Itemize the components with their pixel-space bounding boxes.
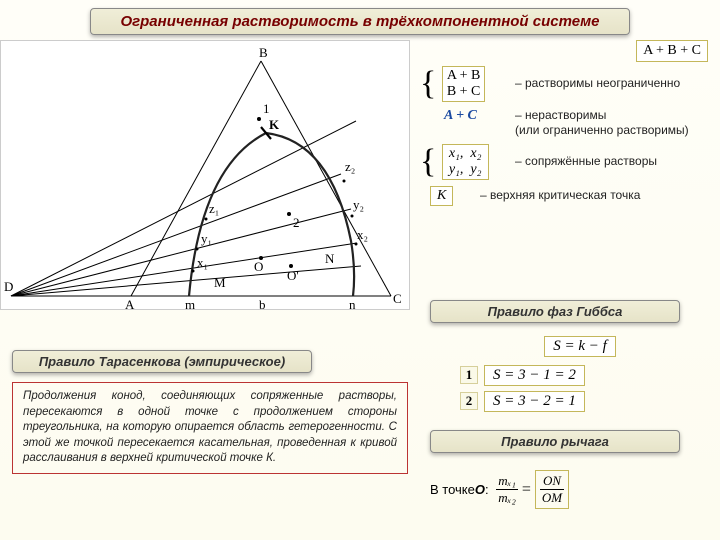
ternary-diagram: A B C D K m b n O O' M N 1 2 x₁ x₂ y₁ y₂… [0,40,410,310]
gibbs-eq-1: S = 3 − 1 = 2 [484,365,585,386]
x1: x₁, [449,146,464,161]
lever-colon: : [485,482,489,497]
def-conj: { x₁, x₂ y₁, y₂ – сопряжённые растворы [420,144,718,180]
formula-ab: A + B [447,68,481,83]
lever-title: Правило рычага [430,430,680,453]
lever-num1: mₓ₁ [496,473,518,489]
lever-den1: mₓ₂ [496,490,518,506]
tarasenkov-title: Правило Тарасенкова (эмпирическое) [12,350,312,373]
y1: y₁, [449,162,464,177]
label-C: C [393,291,402,306]
formula-bc: B + C [447,84,481,99]
label-1: 1 [263,101,270,116]
lever-point: O [475,482,485,497]
def-ab-bc-text: – растворимы неограниченно [515,66,680,91]
gibbs-num-2: 2 [460,392,478,410]
def-ac-text2: (или ограниченно растворимы) [515,123,689,137]
label-M: M [214,275,226,290]
gibbs-equations: S = k − f 1 S = 3 − 1 = 2 2 S = 3 − 2 = 1 [460,334,700,415]
lever-prefix: В точке [430,482,475,497]
gibbs-title: Правило фаз Гиббса [430,300,680,323]
label-z1: z₁ [209,201,219,216]
def-ab-bc: { A + B B + C – растворимы неограниченно [420,66,718,102]
label-N: N [325,251,335,266]
formula-abc: A + B + C [636,40,708,62]
def-ac-text1: – нерастворимы [515,108,606,122]
label-B: B [259,45,268,60]
label-2: 2 [293,215,300,230]
diagram-svg: A B C D K m b n O O' M N 1 2 x₁ x₂ y₁ y₂… [1,41,411,311]
formula-ac: A + C [444,108,477,123]
def-ac: A + C – нерастворимы (или ограниченно ра… [420,108,718,138]
label-x2: x₂ [357,227,368,242]
label-n: n [349,297,356,311]
label-z2: z₂ [345,159,355,174]
page-title: Ограниченная растворимость в трёхкомпоне… [90,8,630,35]
label-y1: y₁ [201,231,212,246]
def-k: K – верхняя критическая точка [420,186,718,206]
formula-k: K [430,186,453,206]
tarasenkov-body: Продолжения конод, соединяющих сопряженн… [12,382,408,474]
lever-eq-sign: = [522,481,531,499]
label-D: D [4,279,13,294]
def-k-text: – верхняя критическая точка [480,186,640,203]
label-b: b [259,297,266,311]
y2: y₂ [470,162,481,177]
x2: x₂ [470,146,481,161]
label-K: K [269,117,280,132]
lever-equation: В точке O : mₓ₁ mₓ₂ = ON OM [430,470,573,509]
gibbs-main-eq: S = k − f [544,336,616,357]
label-m: m [185,297,195,311]
definitions-block: A + B + C { A + B B + C – растворимы нео… [420,40,718,212]
lever-num2: ON [541,473,563,489]
def-conj-text: – сопряжённые растворы [515,144,657,169]
label-O: O [254,259,263,274]
label-y2: y₂ [353,197,364,212]
lever-den2: OM [540,490,564,506]
gibbs-eq-2: S = 3 − 2 = 1 [484,391,585,412]
gibbs-num-1: 1 [460,366,478,384]
label-Op: O' [287,268,299,283]
label-A: A [125,297,135,311]
label-x1: x₁ [197,255,208,270]
